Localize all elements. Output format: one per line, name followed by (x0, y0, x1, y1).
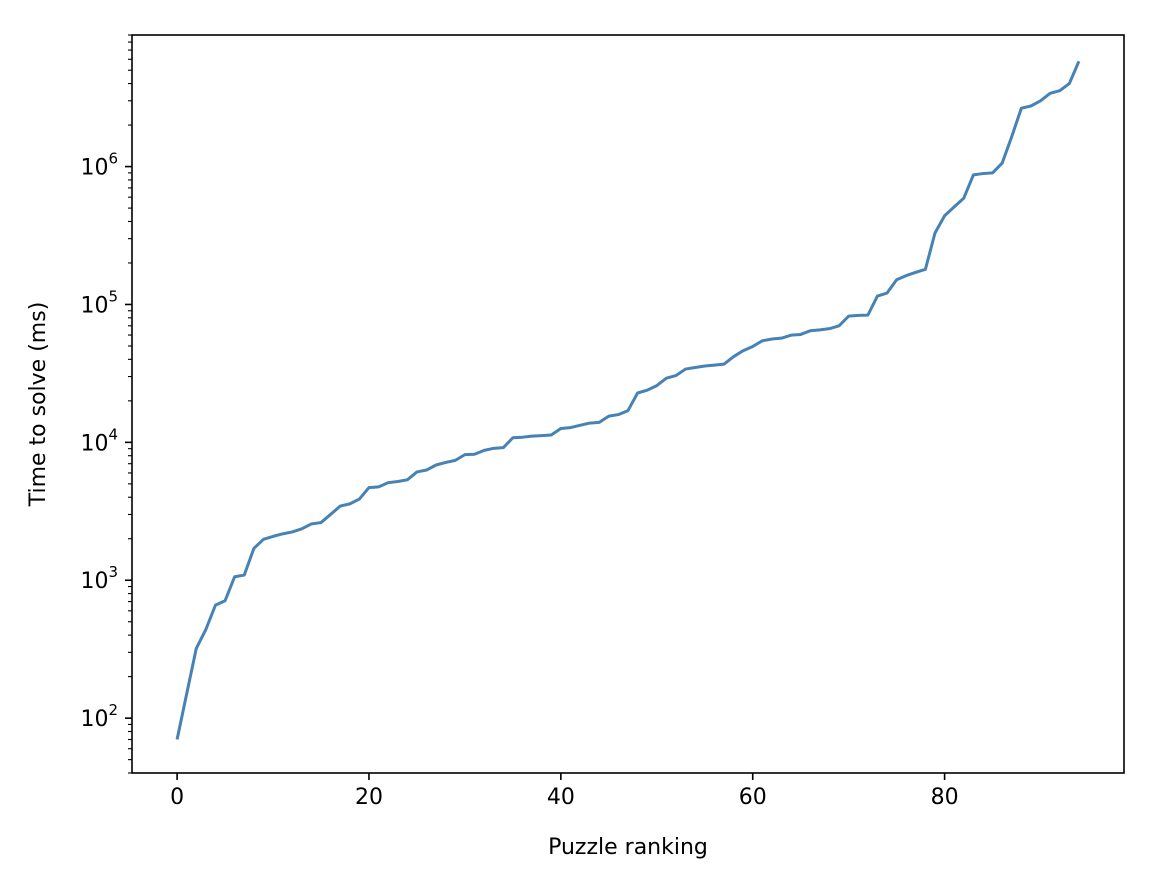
x-tick-label: 0 (170, 785, 184, 810)
plot-area (132, 35, 1124, 773)
y-tick-label: 103 (80, 563, 118, 594)
x-axis-label: Puzzle ranking (548, 835, 708, 860)
series-line (175, 60, 1081, 740)
y-tick-label: 102 (80, 701, 118, 732)
x-tick-label: 20 (355, 785, 383, 810)
y-tick-label: 105 (80, 287, 118, 318)
x-tick-label: 80 (931, 785, 959, 810)
y-axis-ticks: 102 103 104 105 106 (80, 150, 132, 732)
plot-frame (131, 34, 1125, 774)
y-axis-label: Time to solve (ms) (26, 302, 51, 508)
x-axis-ticks: 0 20 40 60 80 (170, 773, 959, 810)
x-tick-label: 60 (739, 785, 767, 810)
y-tick-label: 106 (80, 150, 118, 181)
y-tick-label: 104 (80, 425, 118, 456)
x-tick-label: 40 (547, 785, 575, 810)
